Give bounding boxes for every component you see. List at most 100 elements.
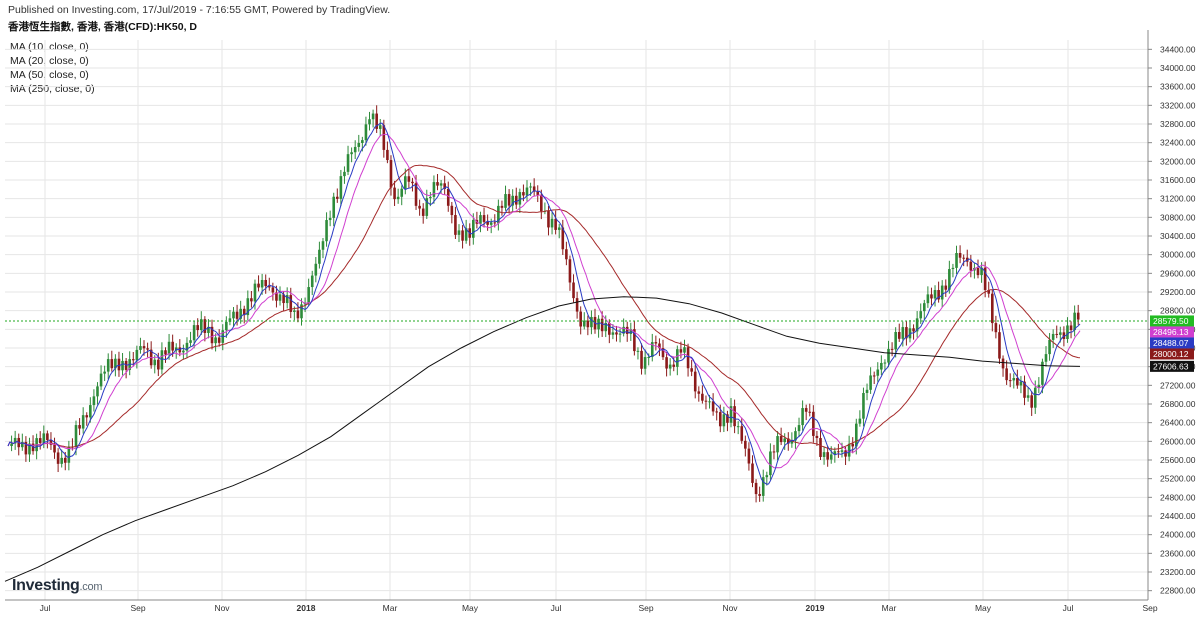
candle-body xyxy=(242,308,246,316)
candle-body xyxy=(622,326,625,334)
candle-body xyxy=(736,426,740,428)
candle-body xyxy=(1008,380,1012,382)
candle-body xyxy=(829,454,833,460)
candle-body xyxy=(357,142,361,147)
candle-body xyxy=(862,392,865,419)
x-tick-label: Nov xyxy=(722,603,738,613)
candle-body xyxy=(665,357,668,369)
candle-body xyxy=(647,357,650,359)
x-tick-label: May xyxy=(975,603,992,613)
candle-body xyxy=(260,279,264,288)
candle-body xyxy=(679,349,683,353)
candle-body xyxy=(532,186,536,192)
candle-body xyxy=(625,326,629,334)
y-tick-label: 26000.00 xyxy=(1160,436,1196,446)
candle-body xyxy=(618,333,622,335)
candle-body xyxy=(840,450,844,452)
legend-ma50[interactable]: MA (50, close, 0) xyxy=(10,69,89,81)
y-tick-label: 23600.00 xyxy=(1160,548,1196,558)
candle-body xyxy=(686,347,690,369)
candle-body xyxy=(654,342,658,344)
candle-body xyxy=(940,285,944,300)
candle-body xyxy=(13,437,17,444)
candle-body xyxy=(89,405,92,418)
candle-body xyxy=(808,411,812,413)
candle-body xyxy=(579,311,582,327)
candle-body xyxy=(561,227,565,250)
candle-body xyxy=(769,451,772,476)
candle-body xyxy=(371,113,375,120)
candle-body xyxy=(278,294,282,301)
candle-body xyxy=(74,425,78,448)
candle-body xyxy=(164,350,167,355)
candle-body xyxy=(880,362,883,370)
candle-body xyxy=(214,337,217,344)
y-tick-label: 24400.00 xyxy=(1160,511,1196,521)
candle-body xyxy=(815,435,819,439)
candle-body xyxy=(865,389,869,393)
candle-body xyxy=(511,195,514,206)
candles xyxy=(10,105,1080,503)
candle-body xyxy=(801,408,804,426)
candle-body xyxy=(726,414,729,423)
candle-body xyxy=(1030,395,1033,408)
candle-body xyxy=(393,187,396,200)
y-tick-label: 22800.00 xyxy=(1160,586,1196,596)
candle-body xyxy=(783,438,787,443)
candle-body xyxy=(285,295,289,304)
candle-body xyxy=(253,283,257,302)
candle-body xyxy=(697,391,701,394)
candle-body xyxy=(676,349,679,367)
candle-body xyxy=(46,433,49,441)
candle-body xyxy=(92,396,96,406)
candle-body xyxy=(275,292,278,301)
candle-body xyxy=(289,295,293,312)
candle-body xyxy=(615,332,618,335)
candle-body xyxy=(794,431,797,441)
y-tick-label: 33600.00 xyxy=(1160,82,1196,92)
candle-body xyxy=(21,441,24,448)
candle-body xyxy=(797,425,801,432)
candle-body xyxy=(350,152,353,155)
candle-body xyxy=(991,293,994,324)
candle-body xyxy=(439,183,443,186)
candle-body xyxy=(225,321,228,331)
candle-body xyxy=(454,215,457,235)
indicator-legend: MA (10, close, 0) MA (20, close, 0) MA (… xyxy=(10,40,95,96)
candle-body xyxy=(944,285,948,290)
candle-body xyxy=(217,337,221,343)
candle-body xyxy=(955,252,958,268)
candle-body xyxy=(49,440,53,445)
candle-body xyxy=(361,140,364,143)
candle-body xyxy=(661,348,665,358)
candle-body xyxy=(96,386,99,397)
candle-body xyxy=(325,220,328,242)
candle-body xyxy=(203,319,207,333)
legend-ma20[interactable]: MA (20, close, 0) xyxy=(10,55,89,67)
candle-body xyxy=(643,357,647,369)
candle-body xyxy=(411,181,414,184)
candle-body xyxy=(822,452,826,457)
candle-body xyxy=(171,341,174,351)
legend-ma10[interactable]: MA (10, close, 0) xyxy=(10,41,89,53)
candle-body xyxy=(446,188,450,206)
legend-ma250[interactable]: MA (250, close, 0) xyxy=(10,83,95,95)
candle-body xyxy=(110,359,114,369)
candle-body xyxy=(153,359,157,366)
candle-body xyxy=(1026,395,1030,398)
candle-body xyxy=(572,282,575,299)
y-tick-label: 33200.00 xyxy=(1160,100,1196,110)
candle-body xyxy=(142,346,146,349)
candle-body xyxy=(744,440,747,449)
candle-body xyxy=(246,298,250,316)
candle-body xyxy=(704,400,708,402)
candle-body xyxy=(722,414,726,427)
candle-body xyxy=(486,221,489,225)
candle-body xyxy=(876,369,880,376)
price-tag: 28000.12 xyxy=(1150,348,1194,360)
x-tick-label: May xyxy=(462,603,479,613)
candle-body xyxy=(640,350,643,369)
candle-body xyxy=(382,125,386,150)
candle-body xyxy=(28,443,31,455)
